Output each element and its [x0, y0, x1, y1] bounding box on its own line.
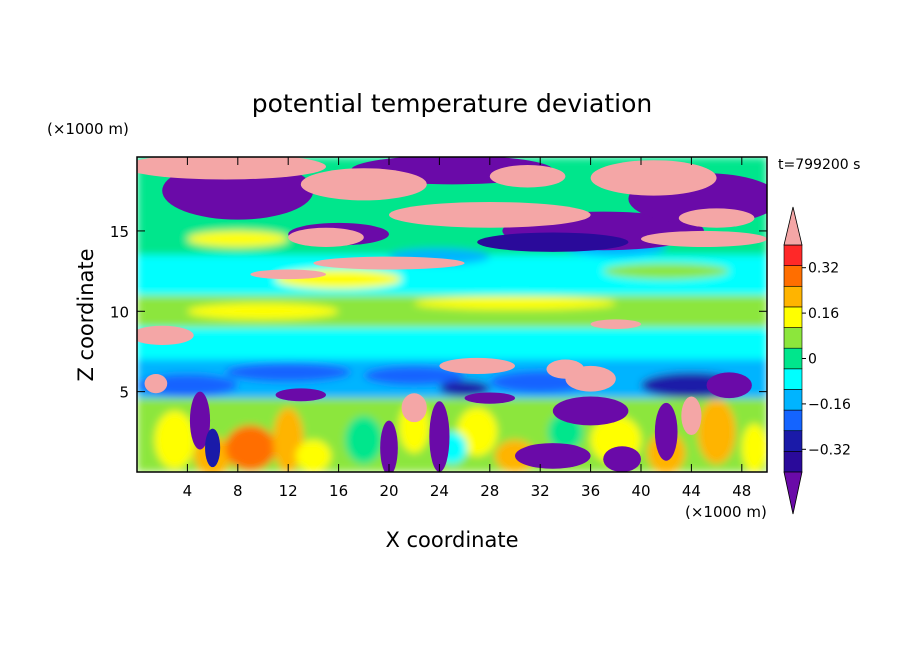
x-tick-label: 4: [183, 482, 193, 500]
x-tick-label: 28: [480, 482, 499, 500]
colorbar-label: −0.16: [808, 397, 851, 413]
x-unit-label: (×1000 m): [685, 503, 767, 521]
colorbar-swatch: [783, 244, 803, 266]
y-axis-ticks: 5 10 15: [110, 223, 767, 402]
x-tick-label: 16: [329, 482, 348, 500]
colorbar-swatch: [783, 306, 803, 328]
y-axis-label: Z coordinate: [74, 248, 98, 381]
x-tick-label: 32: [531, 482, 550, 500]
colorbar-swatch: [783, 409, 803, 432]
x-axis-label: X coordinate: [385, 528, 518, 552]
time-label: t=799200 s: [778, 157, 860, 173]
colorbar-swatch: [783, 451, 803, 473]
x-axis-ticks: 4 8 12 16 20 24 28 32 36 40 44 48: [183, 157, 751, 500]
colorbar-under-triangle: [783, 471, 803, 515]
x-tick-label: 8: [233, 482, 243, 500]
x-tick-label: 12: [279, 482, 298, 500]
x-tick-label: 24: [430, 482, 449, 500]
colorbar-swatch: [783, 389, 803, 411]
x-tick-label: 36: [581, 482, 600, 500]
chart-title: potential temperature deviation: [252, 89, 652, 118]
colorbar-swatch: [783, 327, 803, 349]
colorbar-label: −0.32: [808, 442, 851, 458]
colorbar: 0.32 0.16 0 −0.16 −0.32: [783, 206, 851, 515]
x-tick-label: 40: [631, 482, 650, 500]
x-tick-label: 44: [682, 482, 701, 500]
colorbar-swatch: [783, 347, 803, 370]
y-unit-label: (×1000 m): [47, 120, 129, 138]
y-tick-label: 10: [110, 303, 129, 321]
plot-frame: [136, 156, 768, 473]
x-tick-label: 48: [732, 482, 751, 500]
colorbar-swatch: [783, 368, 803, 390]
y-tick-label: 5: [119, 384, 129, 402]
colorbar-over-triangle: [783, 206, 803, 246]
contour-field: [137, 157, 767, 472]
colorbar-swatch: [783, 430, 803, 452]
colorbar-label: 0.32: [808, 261, 839, 277]
colorbar-swatch: [783, 265, 803, 287]
colorbar-swatch: [783, 285, 803, 308]
y-tick-label: 15: [110, 223, 129, 241]
colorbar-label: 0: [808, 352, 817, 368]
x-tick-label: 20: [379, 482, 398, 500]
colorbar-label: 0.16: [808, 306, 839, 322]
